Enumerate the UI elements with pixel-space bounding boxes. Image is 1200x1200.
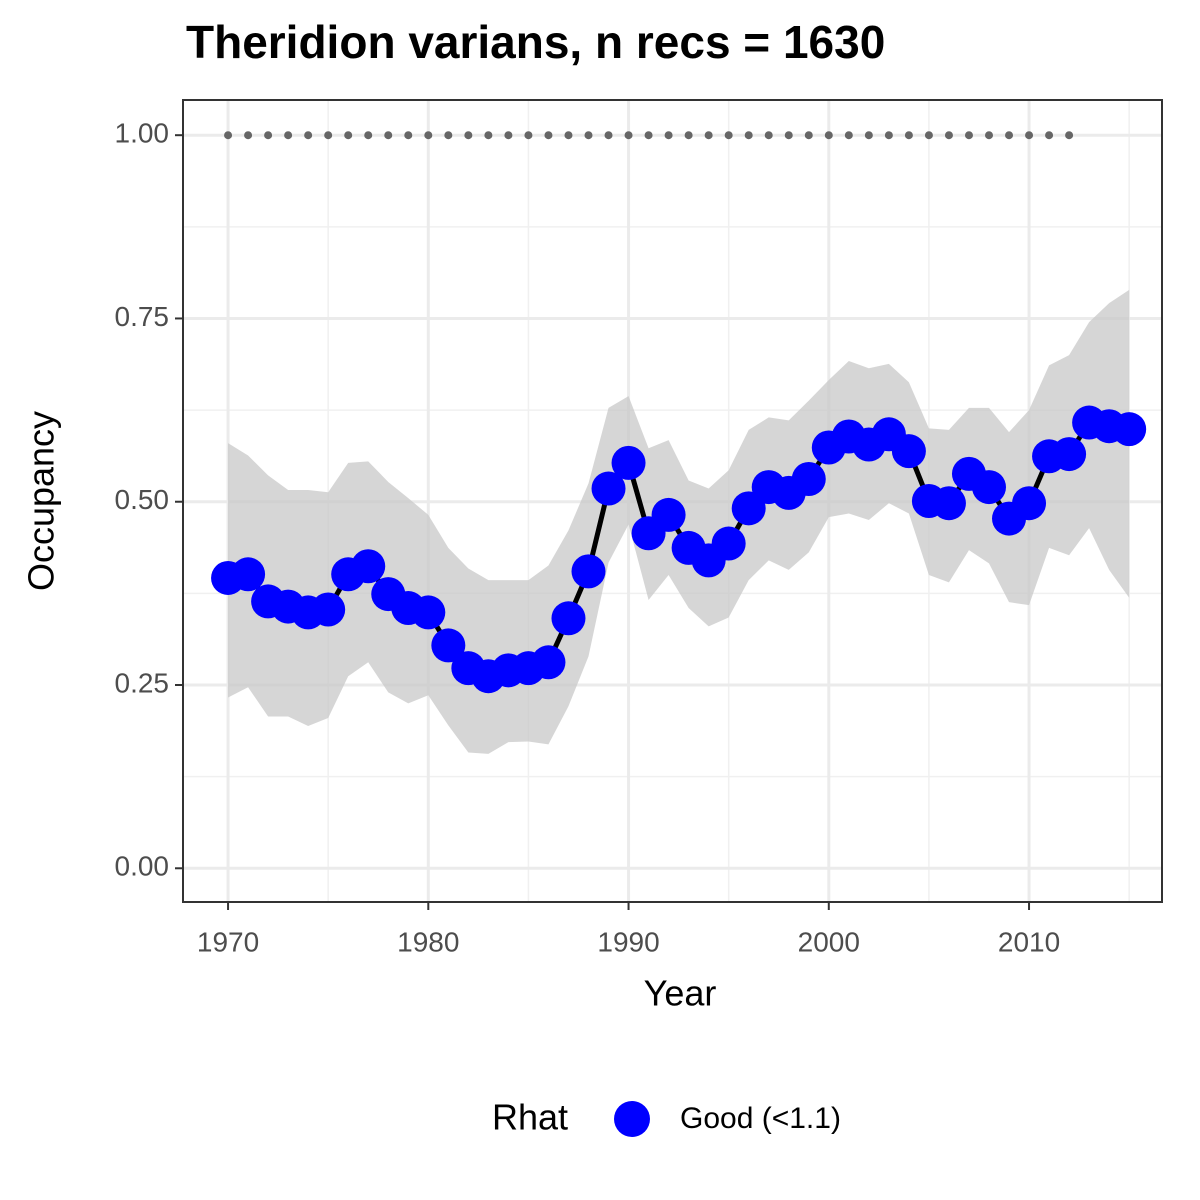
x-axis-title: Year	[644, 973, 717, 1014]
y-tick-label: 0.75	[115, 301, 170, 332]
x-tick-label: 2010	[998, 926, 1060, 957]
y-tick-label: 0.50	[115, 484, 170, 515]
data-point	[411, 595, 446, 630]
legend-title: Rhat	[492, 1097, 568, 1138]
data-point	[611, 445, 646, 480]
y-tick-label: 0.00	[115, 851, 170, 882]
legend-key	[614, 1101, 650, 1137]
plot-border	[182, 99, 1163, 903]
data-point	[1112, 412, 1147, 447]
data-point	[551, 601, 586, 636]
data-point	[971, 470, 1006, 505]
data-point	[731, 491, 766, 526]
x-tick-label: 1980	[397, 926, 459, 957]
y-tick-label: 1.00	[115, 118, 170, 149]
data-point	[431, 628, 466, 663]
data-point	[351, 549, 386, 584]
legend-label: Good (<1.1)	[680, 1102, 841, 1135]
x-tick-label: 1970	[197, 926, 259, 957]
data-point	[931, 486, 966, 521]
data-point	[531, 645, 566, 680]
data-point	[891, 434, 926, 469]
data-point	[1052, 437, 1087, 472]
x-tick-label: 1990	[597, 926, 659, 957]
data-point	[1012, 486, 1047, 521]
data-point	[311, 592, 346, 627]
data-point	[591, 471, 626, 506]
data-point	[791, 462, 826, 497]
data-point	[571, 554, 606, 589]
data-point	[651, 497, 686, 532]
x-tick-label: 2000	[798, 926, 860, 957]
y-tick-label: 0.25	[115, 667, 170, 698]
data-point	[711, 526, 746, 561]
chart-title: Theridion varians, n recs = 1630	[186, 16, 885, 68]
data-point	[231, 557, 266, 592]
y-axis-title: Occupancy	[21, 411, 62, 591]
